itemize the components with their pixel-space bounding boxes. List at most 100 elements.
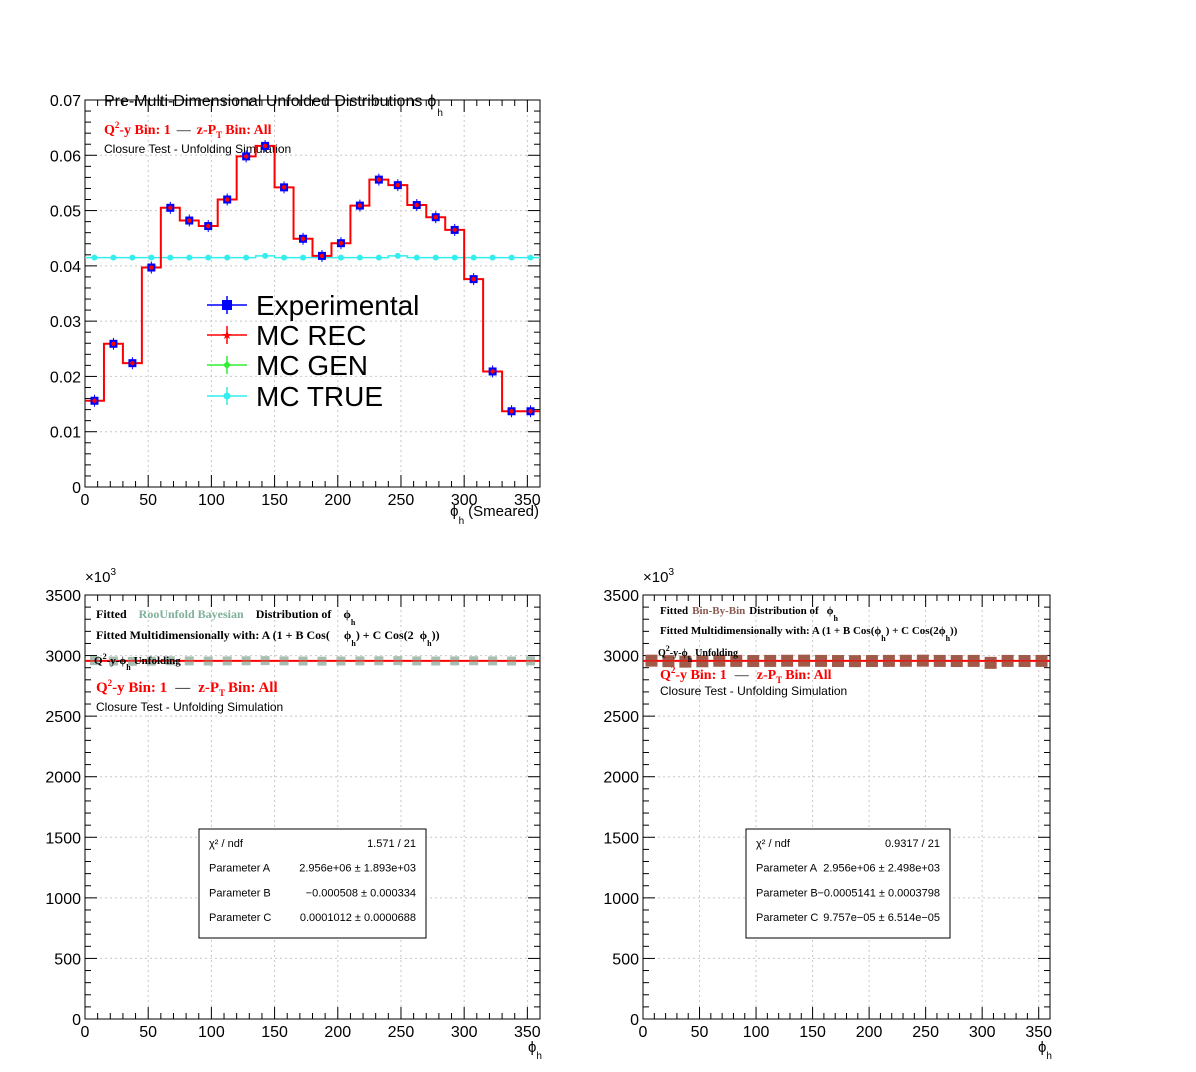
stats-label: Parameter A: [209, 863, 271, 875]
bin-annotation: Q2-y Bin: 1 — z-PT Bin: All: [104, 120, 272, 140]
text-fragment: T: [776, 675, 782, 685]
x-tick-label: 350: [1025, 1024, 1052, 1041]
text-fragment: h: [881, 634, 886, 643]
x-tick-label: 300: [969, 1024, 996, 1041]
text-fragment: Bin: All: [785, 668, 831, 683]
legend-marker-icon: [223, 361, 231, 369]
closure-annotation: Closure Test - Unfolding Simulation: [660, 684, 847, 698]
mc-rec-point: [243, 154, 249, 159]
legend-marker-icon: [222, 330, 232, 339]
y-tick-label: 0.02: [50, 369, 81, 386]
text-fragment: -y Bin: 1: [675, 668, 726, 683]
text-fragment: -y Bin: 1: [112, 680, 167, 696]
x-tick-label: 50: [139, 492, 157, 509]
text-fragment: h: [351, 618, 356, 627]
text-fragment: Distribution of: [256, 607, 333, 621]
x-tick-label: 200: [324, 1024, 351, 1041]
stats-box-frame: [198, 828, 427, 939]
plot-panel-3: 0 50 100 150 200 250 300 3500500100015002000250…: [603, 567, 1052, 1062]
x-tick-label: 350: [514, 492, 541, 509]
stats-value: 2.956e+06 ± 1.893e+03: [299, 863, 416, 875]
text-fragment: -y-: [670, 648, 682, 659]
xlabel-rest: (Smeared): [468, 503, 539, 520]
stats-value: 1.571 / 21: [367, 838, 416, 850]
y-tick-label: 0: [630, 1012, 639, 1029]
mc-true-point: [451, 254, 458, 261]
unfolding-label: Q2-y-ϕhUnfolding: [94, 652, 181, 672]
text-fragment: RooUnfold Bayesian: [139, 607, 244, 621]
x-tick-label: 100: [198, 1024, 225, 1041]
mc-rec-point: [92, 398, 97, 403]
text-fragment: ϕ: [1038, 1039, 1046, 1056]
mc-rec-point: [357, 203, 363, 208]
stats-label: Parameter C: [756, 912, 818, 924]
x-tick-label: 350: [514, 1024, 541, 1041]
stats-label: χ² / ndf: [209, 838, 244, 850]
y-tick-label: 1500: [45, 830, 81, 847]
stats-value: 2.956e+06 ± 2.498e+03: [823, 863, 940, 875]
text-fragment: -y-: [107, 655, 120, 667]
text-fragment: Q: [94, 655, 103, 667]
mc-rec-point: [206, 223, 211, 229]
mc-rec-point: [528, 409, 533, 414]
mc-true-point: [186, 254, 193, 261]
x-tick-label: 150: [261, 492, 288, 509]
y-tick-label: 0.04: [50, 259, 81, 276]
x-axis-label: ϕh: [1038, 1039, 1052, 1062]
mc-true-point: [356, 254, 363, 261]
stats-value: −0.0005141 ± 0.0003798: [817, 887, 940, 899]
mc-rec-point: [187, 218, 192, 223]
x-tick-label: 100: [743, 1024, 770, 1041]
mc-rec-point: [452, 227, 457, 233]
plot-frame: [84, 99, 541, 488]
x-tick-label: 300: [451, 492, 478, 509]
text-fragment: Q: [96, 680, 108, 696]
mc-true-point: [337, 254, 344, 261]
fit-formula: Fitted Multidimensionally with: A (1 + B…: [660, 625, 958, 643]
title-phi: ϕ: [427, 93, 436, 110]
mc-rec-point: [300, 236, 306, 241]
legend-label: MC REC: [256, 320, 366, 351]
stats-value: 9.757e−05 ± 6.514e−05: [823, 912, 940, 924]
series-mc-true-line: [85, 255, 540, 259]
y-tick-label: 0: [72, 1012, 81, 1029]
mc-true-point: [167, 254, 174, 261]
text-fragment: Bin: All: [225, 123, 271, 138]
text-fragment: 3: [668, 567, 674, 578]
fit-formula: Fitted Multidimensionally with: A (1 + B…: [96, 628, 440, 648]
x-tick-label: 300: [451, 1024, 478, 1041]
xlabel-sub: h: [459, 516, 465, 527]
text-fragment: h: [834, 614, 839, 623]
legend-marker-icon: [223, 392, 231, 400]
text-fragment: ϕ: [343, 607, 351, 621]
text-fragment: -y Bin: 1: [119, 123, 170, 138]
mc-true-point: [489, 254, 496, 261]
stats-label: Parameter C: [209, 912, 271, 924]
y-tick-label: 2000: [603, 770, 639, 787]
text-fragment: 2: [115, 120, 120, 130]
x-tick-label: 200: [324, 492, 351, 509]
y-tick-label: 500: [54, 951, 81, 968]
legend-marker-icon: [222, 300, 232, 310]
text-fragment: Q: [660, 668, 671, 683]
mc-true-point: [527, 254, 534, 261]
mc-rec-point: [471, 276, 476, 282]
text-fragment: Fitted Multidimensionally with: A (1 + B…: [660, 625, 875, 637]
text-fragment: 2: [103, 652, 107, 661]
text-fragment: z-P: [197, 123, 217, 138]
text-fragment: ϕ: [681, 648, 687, 659]
text-fragment: 3: [110, 567, 116, 578]
mc-rec-point: [376, 177, 382, 182]
mc-rec-point: [262, 143, 268, 149]
mc-rec-point: [414, 202, 419, 208]
text-fragment: h: [427, 639, 432, 648]
fit-title: Fitted RooUnfold Bayesian Distribution of ϕ…: [96, 607, 356, 627]
fit-stats-box: χ² / ndf 0.9317 / 21 Parameter A 2.956e+06 …: [745, 828, 951, 939]
text-fragment: h: [946, 634, 951, 643]
mc-rec-point: [224, 197, 230, 202]
text-fragment: ϕ: [827, 605, 834, 617]
text-fragment: ϕ: [420, 628, 428, 642]
y-tick-label: 0.03: [50, 314, 81, 331]
